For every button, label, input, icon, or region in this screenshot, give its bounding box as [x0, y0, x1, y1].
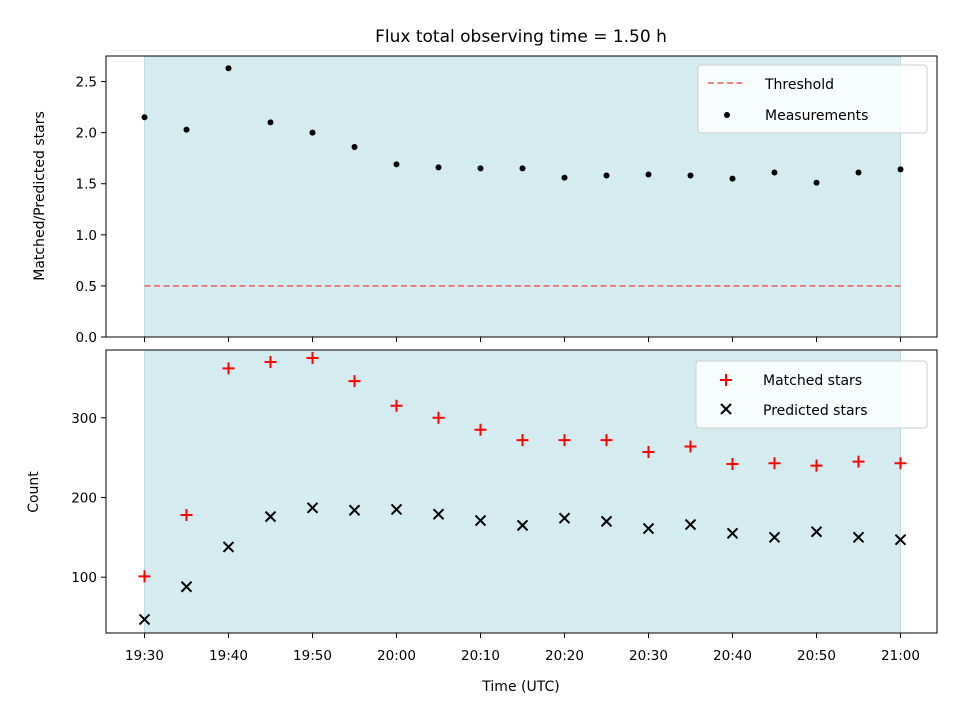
bottom-ylabel: Count	[26, 471, 42, 513]
measurement-point	[645, 171, 652, 178]
predicted-star-point	[894, 534, 907, 546]
top-ylabel: Matched/Predicted stars	[32, 111, 48, 281]
legend-measurements-label: Measurements	[765, 108, 868, 124]
predicted-star-point	[684, 518, 697, 531]
predicted-star-point	[768, 531, 781, 544]
top-panel: 0.0 0.5 1.0 1.5 2.0 2.5 Threshold Measurements	[76, 55, 938, 346]
predicted-star-point	[558, 512, 571, 524]
predicted-star-point	[180, 581, 193, 593]
measurement-point	[855, 169, 862, 176]
legend-threshold-label: Threshold	[764, 77, 834, 93]
predicted-star-point	[642, 522, 655, 535]
xtick-label: 20:40	[713, 648, 752, 664]
predicted-star-point	[810, 526, 823, 538]
chart-title: Flux total observing time = 1.50 h	[375, 27, 667, 47]
matched-star-point	[432, 411, 445, 424]
legend-measurements-swatch	[724, 112, 730, 118]
predicted-star-point	[348, 504, 361, 516]
measurement-point	[771, 169, 778, 176]
top-legend: Threshold Measurements	[697, 64, 928, 134]
measurement-point	[813, 179, 820, 186]
measurement-point	[603, 172, 610, 179]
legend-matched-label: Matched stars	[763, 373, 862, 389]
predicted-star-point	[264, 510, 277, 523]
bottom-ytick-label: 200	[71, 490, 97, 506]
matched-star-point	[264, 355, 277, 368]
matched-star-point	[600, 434, 613, 447]
predicted-star-point	[726, 527, 739, 540]
matched-star-point	[222, 362, 235, 375]
top-ytick-label: 0.0	[76, 330, 97, 346]
measurement-point	[141, 114, 148, 121]
measurement-point	[225, 65, 232, 72]
predicted-star-point	[600, 515, 613, 528]
xtick-label: 19:30	[125, 648, 164, 664]
xtick-label: 20:00	[377, 648, 416, 664]
top-ytick-label: 1.0	[76, 228, 97, 244]
xtick-label: 20:10	[461, 648, 500, 664]
matched-star-point	[642, 446, 655, 459]
predicted-star-point	[138, 613, 151, 626]
matched-star-point	[894, 457, 907, 470]
measurement-point	[435, 164, 442, 171]
matched-star-point	[474, 423, 487, 436]
bottom-panel: 100 200 300 19:30 19:40 19:50 20:00 20:10 20:20 2…	[71, 349, 938, 664]
legend-predicted-label: Predicted stars	[763, 403, 868, 419]
measurement-point	[351, 143, 358, 150]
predicted-star-point	[516, 519, 529, 532]
xtick-label: 21:00	[881, 648, 920, 664]
matched-star-point	[558, 434, 571, 447]
xtick-label: 20:50	[797, 648, 836, 664]
matched-star-point	[180, 509, 193, 522]
bottom-legend-box	[695, 360, 928, 429]
measurement-point	[477, 165, 484, 172]
predicted-star-point	[474, 514, 487, 527]
measurement-point	[393, 161, 400, 168]
measurement-point	[183, 126, 190, 133]
top-legend-box	[697, 64, 928, 134]
matched-star-point	[852, 455, 865, 468]
matched-star-point	[348, 375, 361, 388]
bottom-ytick-label: 300	[71, 411, 97, 427]
legend-matched-swatch	[720, 374, 732, 386]
measurement-point	[561, 174, 568, 181]
measurement-point	[267, 119, 274, 126]
matched-star-point	[684, 440, 697, 453]
matched-star-point	[390, 399, 403, 412]
matched-star-point	[306, 351, 319, 364]
xtick-label: 19:50	[293, 648, 332, 664]
top-axes-frame	[105, 55, 938, 338]
measurement-point	[897, 166, 904, 173]
measurement-point	[729, 175, 736, 182]
matched-star-point	[768, 457, 781, 470]
xtick-label: 20:30	[629, 648, 668, 664]
matched-star-point	[810, 459, 823, 472]
bottom-axes-frame	[105, 349, 938, 634]
matched-star-point	[138, 570, 151, 583]
x-axis-label: Time (UTC)	[481, 679, 559, 695]
predicted-star-point	[852, 531, 865, 544]
measurement-point	[519, 165, 526, 172]
matched-star-point	[516, 434, 529, 447]
measurement-point	[309, 129, 316, 136]
bottom-legend: Matched stars Predicted stars	[695, 360, 928, 429]
xtick-label: 19:40	[209, 648, 248, 664]
top-ytick-label: 2.5	[76, 75, 97, 91]
predicted-star-point	[222, 541, 235, 553]
legend-predicted-swatch	[720, 403, 732, 415]
top-ytick-label: 1.5	[76, 177, 97, 193]
measurement-point	[687, 172, 694, 179]
top-ytick-label: 0.5	[76, 279, 97, 295]
xtick-label: 20:20	[545, 648, 584, 664]
predicted-star-point	[432, 508, 445, 520]
bottom-ytick-label: 100	[71, 570, 97, 586]
predicted-star-point	[306, 502, 319, 514]
predicted-star-point	[390, 503, 403, 516]
top-ytick-label: 2.0	[76, 126, 97, 142]
matched-star-point	[726, 457, 739, 470]
